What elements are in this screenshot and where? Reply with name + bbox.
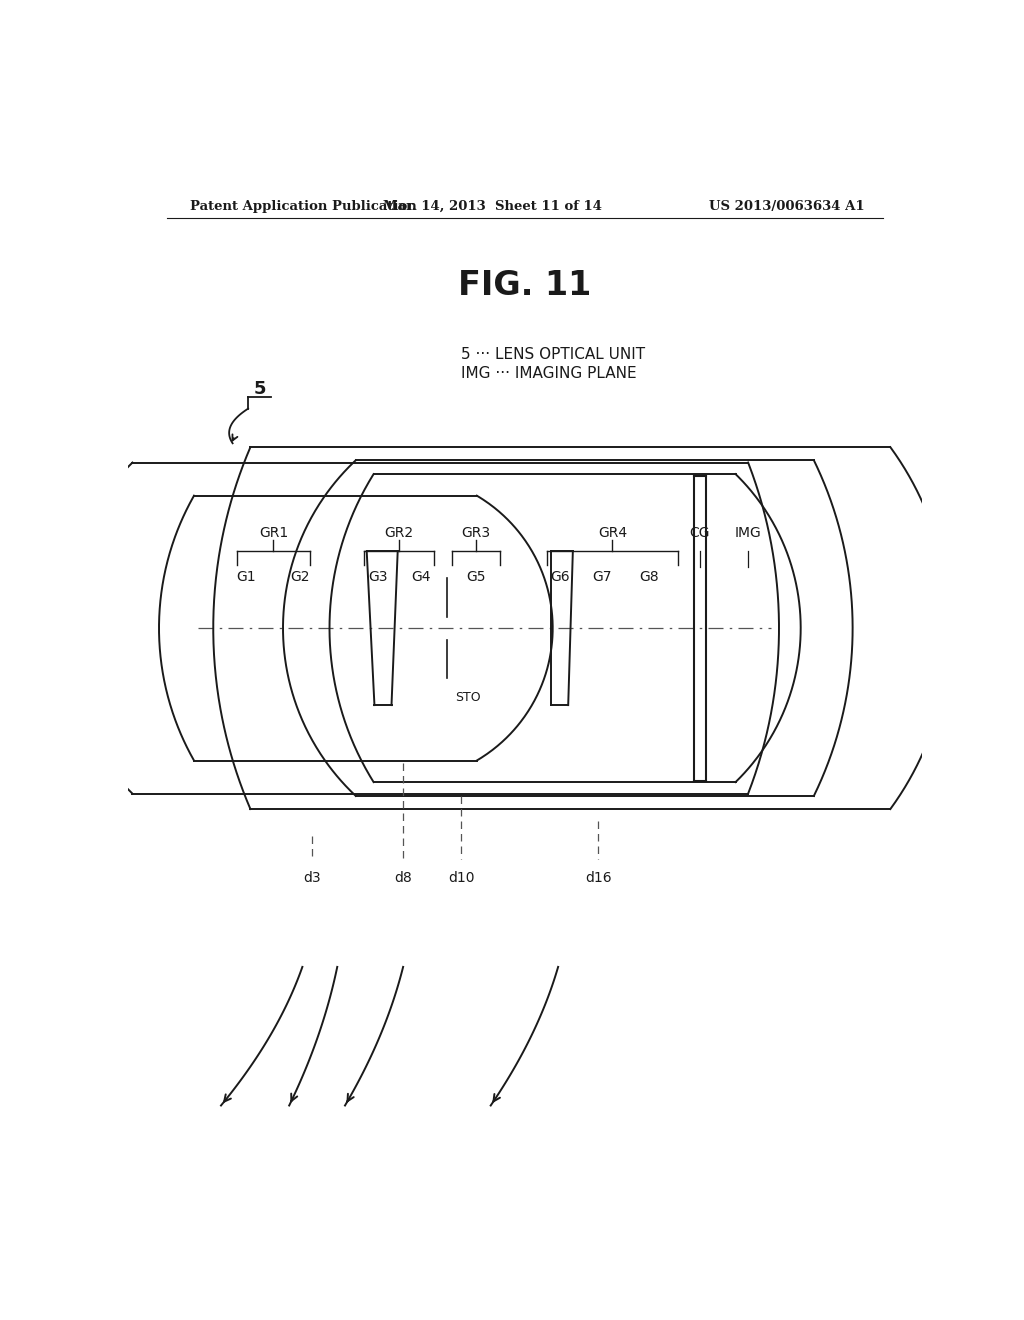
Text: 5 ··· LENS OPTICAL UNIT: 5 ··· LENS OPTICAL UNIT	[461, 347, 645, 362]
Text: G8: G8	[639, 570, 658, 585]
Text: GR2: GR2	[385, 525, 414, 540]
Text: US 2013/0063634 A1: US 2013/0063634 A1	[709, 199, 864, 213]
Text: Mar. 14, 2013  Sheet 11 of 14: Mar. 14, 2013 Sheet 11 of 14	[383, 199, 602, 213]
Text: G4: G4	[412, 570, 431, 585]
Text: d3: d3	[304, 871, 322, 884]
Text: G2: G2	[290, 570, 310, 585]
Text: GR4: GR4	[598, 525, 627, 540]
Text: 5: 5	[254, 380, 266, 399]
Text: IMG: IMG	[734, 525, 762, 540]
Text: GR3: GR3	[462, 525, 490, 540]
Text: d16: d16	[585, 871, 611, 884]
Text: Patent Application Publication: Patent Application Publication	[190, 199, 417, 213]
Text: G3: G3	[368, 570, 387, 585]
Text: CG: CG	[690, 525, 711, 540]
Text: G1: G1	[236, 570, 256, 585]
Text: G7: G7	[593, 570, 612, 585]
Text: d8: d8	[394, 871, 412, 884]
Text: GR1: GR1	[259, 525, 289, 540]
Text: IMG ··· IMAGING PLANE: IMG ··· IMAGING PLANE	[461, 367, 637, 381]
Text: d10: d10	[449, 871, 474, 884]
Text: G5: G5	[466, 570, 485, 585]
Text: G6: G6	[551, 570, 570, 585]
Text: FIG. 11: FIG. 11	[458, 269, 592, 302]
Text: STO: STO	[455, 690, 480, 704]
